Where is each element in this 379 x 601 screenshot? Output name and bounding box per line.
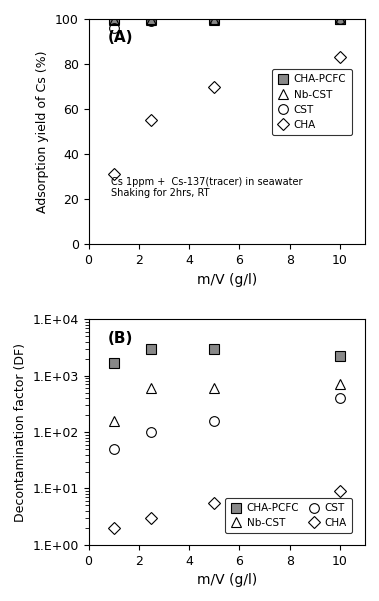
CST [338,395,342,402]
Nb-CST [212,16,216,23]
Nb-CST [338,15,342,22]
CHA [212,499,216,507]
Line: CHA: CHA [110,487,344,532]
Line: Nb-CST: Nb-CST [109,14,345,25]
CHA [338,53,342,61]
Legend: CHA-PCFC, Nb-CST, CST, CHA: CHA-PCFC, Nb-CST, CST, CHA [272,69,352,135]
Nb-CST [212,385,216,392]
CHA-PCFC [149,345,153,352]
CHA-PCFC [149,15,153,22]
X-axis label: m/V (g/l): m/V (g/l) [197,273,257,287]
CST [212,16,216,23]
CHA [149,514,153,522]
Line: Nb-CST: Nb-CST [109,380,345,426]
CHA-PCFC [111,15,116,22]
Nb-CST [111,417,116,424]
CST [149,17,153,25]
CST [338,15,342,22]
Line: CST: CST [109,393,345,454]
Text: (A): (A) [108,30,133,45]
CHA [212,83,216,90]
Line: CHA-PCFC: CHA-PCFC [109,14,345,24]
CST [111,445,116,453]
CHA [149,117,153,124]
Nb-CST [111,16,116,23]
Text: (B): (B) [108,331,133,346]
Nb-CST [149,16,153,23]
CHA [338,487,342,495]
CHA-PCFC [212,15,216,22]
CST [212,417,216,424]
Text: Cs 1ppm +  Cs-137(tracer) in seawater
Shaking for 2hrs, RT: Cs 1ppm + Cs-137(tracer) in seawater Sha… [111,177,302,198]
X-axis label: m/V (g/l): m/V (g/l) [197,573,257,587]
CHA-PCFC [338,353,342,360]
Y-axis label: Adsorption yield of Cs (%): Adsorption yield of Cs (%) [36,50,49,213]
CHA-PCFC [212,345,216,352]
Nb-CST [338,381,342,388]
Line: CST: CST [109,14,345,33]
Nb-CST [149,385,153,392]
Legend: CHA-PCFC, Nb-CST, CST, CHA: CHA-PCFC, Nb-CST, CST, CHA [225,498,352,533]
CHA-PCFC [111,359,116,367]
CHA [111,171,116,178]
CHA [111,524,116,531]
CST [149,429,153,436]
CST [111,24,116,31]
Line: CHA-PCFC: CHA-PCFC [109,344,345,368]
CHA-PCFC [338,15,342,22]
Line: CHA: CHA [110,53,344,178]
Y-axis label: Decontamination factor (DF): Decontamination factor (DF) [14,343,27,522]
